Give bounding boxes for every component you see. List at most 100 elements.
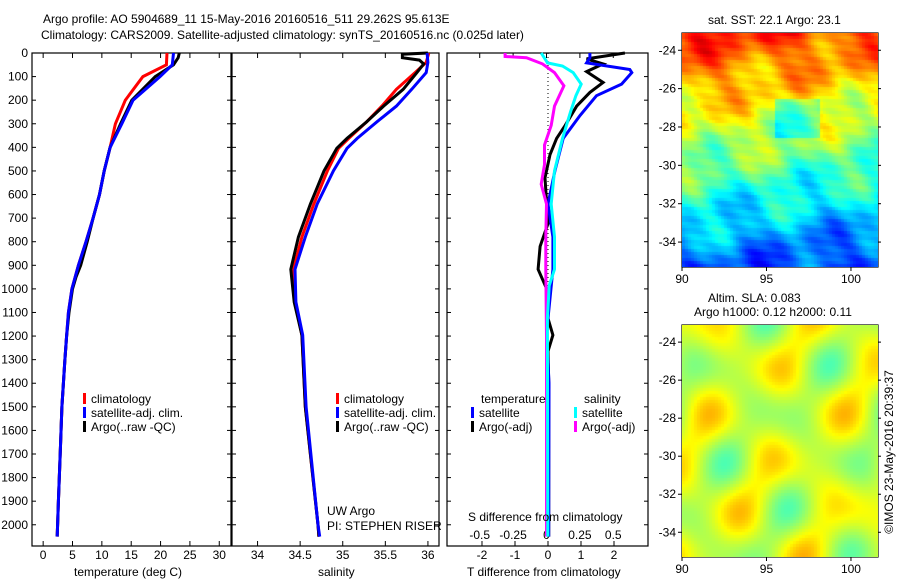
salinity-legend: climatology satellite-adj. clim. Argo(..… <box>336 392 436 434</box>
map-y-tick-label: -32 <box>659 487 677 501</box>
sla-map-title: Altim. SLA: 0.083 <box>708 291 801 305</box>
x-tick-label: 2 <box>611 548 618 562</box>
black-swatch-icon <box>83 421 86 432</box>
x2-tick-label: 0.25 <box>568 528 592 542</box>
y-tick-label: 700 <box>8 211 28 225</box>
legend-item-t-argo: Argo(-adj) <box>471 420 546 434</box>
magenta-swatch-icon <box>574 421 577 432</box>
x-tick-label: 36 <box>421 548 435 562</box>
title-line-2: Climatology: CARS2009. Satellite-adjuste… <box>41 28 524 42</box>
x-tick-label: -2 <box>477 548 488 562</box>
legend-item-climatology: climatology <box>83 392 183 406</box>
series-line-satellite-adj-clim- <box>293 52 430 537</box>
map-x-tick-label: 100 <box>841 272 861 286</box>
y-tick-label: 600 <box>8 188 28 202</box>
x2-tick-label: -0.25 <box>499 528 527 542</box>
black-swatch-icon <box>336 421 339 432</box>
x-tick-label: 15 <box>125 548 139 562</box>
cyan-swatch-icon <box>574 407 577 418</box>
legend-label: climatology <box>91 392 152 406</box>
pi-info-line-2: PI: STEPHEN RISER <box>327 519 442 533</box>
blue-swatch-icon <box>336 407 339 418</box>
x2-tick-label: 0.5 <box>605 528 622 542</box>
pi-info-line-1: UW Argo <box>327 504 376 518</box>
y-tick-label: 800 <box>8 235 28 249</box>
x-tick-label: 30 <box>213 548 227 562</box>
legend-title: temperature <box>481 392 546 406</box>
red-swatch-icon <box>336 393 339 404</box>
map-y-tick-label: -28 <box>659 120 677 134</box>
x-tick-label: 25 <box>183 548 197 562</box>
red-swatch-icon <box>83 393 86 404</box>
legend-label: Argo(..raw -QC) <box>344 420 429 434</box>
y-tick-label: 1100 <box>2 305 28 319</box>
sst-map-title: sat. SST: 22.1 Argo: 23.1 <box>708 13 841 27</box>
y-tick-label: 400 <box>8 140 28 154</box>
y-tick-label: 1700 <box>1 447 28 461</box>
y-tick-label: 2000 <box>1 518 28 532</box>
diff-temperature-legend: temperature satellite Argo(-adj) <box>471 392 546 434</box>
x-tick-label: 20 <box>154 548 168 562</box>
map-y-tick-label: -24 <box>659 43 677 57</box>
map-y-tick-label: -32 <box>659 197 677 211</box>
timestamp: ©IMOS 23-May-2016 20:39:37 <box>882 370 896 534</box>
legend-label: Argo(-adj) <box>582 420 636 434</box>
map-x-tick-label: 90 <box>675 272 689 286</box>
legend-label: satellite <box>479 406 520 420</box>
x-tick-label: 5 <box>69 548 76 562</box>
x-tick-label: 35.5 <box>374 548 398 562</box>
y-tick-label: 1400 <box>1 376 28 390</box>
y-tick-label: 1800 <box>1 471 28 485</box>
legend-title: salinity <box>584 392 621 406</box>
y-tick-label: 900 <box>8 258 28 272</box>
map-x-tick-label: 90 <box>675 562 689 576</box>
map-x-tick-label: 95 <box>760 272 774 286</box>
legend-item-argo: Argo(..raw -QC) <box>336 420 436 434</box>
map-x-tick-label: 95 <box>760 562 774 576</box>
map-y-tick-label: -30 <box>659 449 677 463</box>
legend-label: climatology <box>344 392 405 406</box>
map-y-tick-label: -34 <box>659 235 677 249</box>
s-diff-xlabel: S difference from climatology <box>468 510 623 524</box>
y-tick-label: 100 <box>8 70 28 84</box>
series-line-s-argo-adj- <box>503 53 566 537</box>
plot-frame-temperature <box>31 52 232 547</box>
black-swatch-icon <box>471 421 474 432</box>
blue-swatch-icon <box>83 407 86 418</box>
series-line-climatology <box>55 52 169 537</box>
y-tick-label: 1600 <box>1 423 28 437</box>
diff-salinity-legend: salinity satellite Argo(-adj) <box>574 392 635 434</box>
x2-tick-label: -0.5 <box>469 528 490 542</box>
legend-item-satellite: satellite-adj. clim. <box>336 406 436 420</box>
series-line-t-argo-adj- <box>536 51 626 537</box>
plot-frame-salinity <box>231 52 440 547</box>
sla-map-image <box>682 325 878 557</box>
temperature-legend: climatology satellite-adj. clim. Argo(..… <box>83 392 183 434</box>
map-y-tick-label: -28 <box>659 411 677 425</box>
sst-map-image <box>682 33 878 267</box>
legend-label: Argo(-adj) <box>479 420 533 434</box>
title-line-1: Argo profile: AO 5904689_11 15-May-2016 … <box>43 12 450 26</box>
salinity-xlabel: salinity <box>318 565 355 579</box>
map-y-tick-label: -24 <box>659 335 677 349</box>
y-tick-label: 1300 <box>1 353 28 367</box>
legend-item-t-satellite: satellite <box>471 406 546 420</box>
y-tick-label: 1000 <box>1 282 28 296</box>
map-y-tick-label: -26 <box>659 373 677 387</box>
legend-label: satellite-adj. clim. <box>91 406 184 420</box>
map-x-tick-label: 100 <box>841 562 861 576</box>
y-tick-label: 1900 <box>1 494 28 508</box>
x-tick-label: 35 <box>336 548 350 562</box>
x-tick-label: 1 <box>578 548 585 562</box>
x-tick-label: 0 <box>545 548 552 562</box>
legend-item-argo: Argo(..raw -QC) <box>83 420 183 434</box>
x-tick-label: -1 <box>510 548 521 562</box>
y-tick-label: 1500 <box>1 400 28 414</box>
x-tick-label: 10 <box>95 548 109 562</box>
x-tick-label: 34 <box>251 548 265 562</box>
legend-label: satellite <box>582 406 623 420</box>
legend-item-s-satellite: satellite <box>574 406 635 420</box>
y-tick-label: 200 <box>8 93 28 107</box>
legend-item-climatology: climatology <box>336 392 436 406</box>
